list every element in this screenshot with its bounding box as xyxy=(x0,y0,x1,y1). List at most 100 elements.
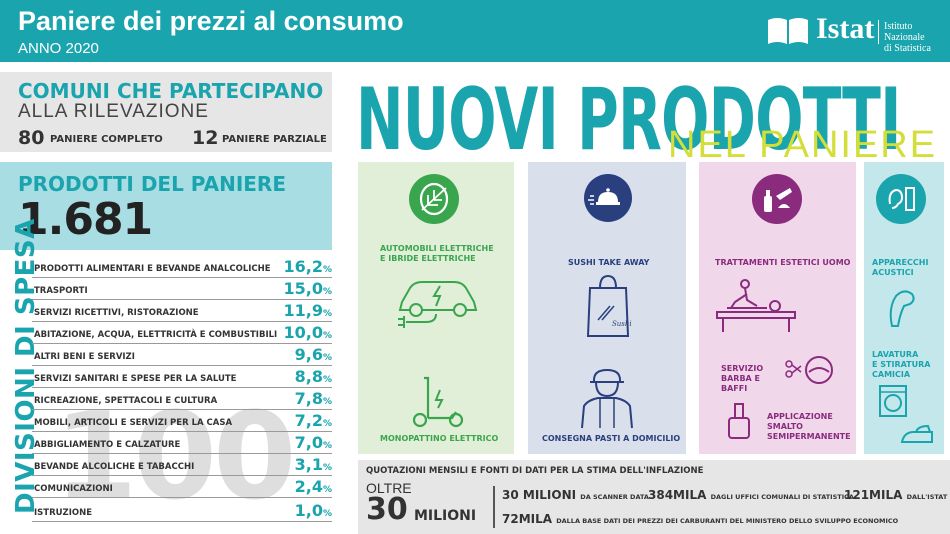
hearing-icon xyxy=(876,174,926,224)
percent-sign: % xyxy=(322,331,332,341)
prodotti-count: 1.681 xyxy=(18,194,153,245)
division-row: ISTRUZIONE 1,0% xyxy=(32,500,332,522)
caption-delivery: CONSEGNA PASTI A DOMICILIO xyxy=(542,434,681,443)
division-label: MOBILI, ARTICOLI E SERVIZI PER LA CASA xyxy=(34,418,233,428)
division-row: SERVIZI RICETTIVI, RISTORAZIONE 11,9% xyxy=(32,300,332,322)
caption-line: ACUSTICI xyxy=(872,268,914,277)
division-row: BEVANDE ALCOLICHE E TABACCHI 3,1% xyxy=(32,454,332,476)
page-subtitle: ANNO 2020 xyxy=(18,40,99,57)
column-green: AUTOMOBILI ELETTRICHE E IBRIDE ELETTRICH… xyxy=(358,162,514,454)
division-value: 8,8% xyxy=(295,367,332,386)
source-value: 384MILA xyxy=(648,488,707,502)
division-label: ABBIGLIAMENTO E CALZATURE xyxy=(34,440,181,450)
partial-count: 12 xyxy=(192,127,219,149)
caption-scooter: MONOPATTINO ELETTRICO xyxy=(380,434,499,443)
percent-sign: % xyxy=(322,375,332,385)
division-label: BEVANDE ALCOLICHE E TABACCHI xyxy=(34,462,195,472)
logo-institute-line1: Istituto Nazionale xyxy=(884,21,925,43)
caption-line: APPLICAZIONE xyxy=(767,412,833,421)
caption-line: BARBA E BAFFI xyxy=(721,374,760,393)
division-label: PRODOTTI ALIMENTARI E BEVANDE ANALCOLICH… xyxy=(34,264,271,274)
percent-sign: % xyxy=(322,287,332,297)
caption-lavatura: LAVATURA E STIRATURA CAMICIA xyxy=(872,350,942,380)
page-title: Paniere dei prezzi al consumo xyxy=(18,6,404,36)
division-value: 2,4% xyxy=(295,477,332,496)
logo-institute-line2: di Statistica xyxy=(884,43,931,54)
logo-wordmark: Istat xyxy=(816,12,875,45)
big-unit: MILIONI xyxy=(414,508,477,524)
logo-institute: Istituto Nazionale di Statistica xyxy=(884,21,944,54)
nail-polish-icon xyxy=(728,403,750,439)
division-number: 15,0 xyxy=(283,279,323,298)
division-value: 7,0% xyxy=(295,433,332,452)
percent-sign: % xyxy=(322,397,332,407)
caption-line: SEMIPERMANENTE xyxy=(767,432,851,441)
division-label: ABITAZIONE, ACQUA, ELETTRICITÀ E COMBUST… xyxy=(34,330,278,340)
cosmetics-icon xyxy=(752,174,802,224)
caption-sushi: SUSHI TAKE AWAY xyxy=(568,258,650,267)
percent-sign: % xyxy=(322,265,332,275)
caption-line: LAVATURA xyxy=(872,350,919,359)
column-blue: SUSHI TAKE AWAY Sushi CONSEGNA PASTI A D… xyxy=(528,162,686,454)
washing-machine-icon xyxy=(879,385,907,417)
comuni-subtitle: ALLA RILEVAZIONE xyxy=(18,101,209,122)
percent-sign: % xyxy=(322,441,332,451)
caption-line: SMALTO xyxy=(767,422,803,431)
caption-line: AUTOMOBILI ELETTRICHE xyxy=(380,244,494,253)
percent-sign: % xyxy=(322,309,332,319)
massage-icon xyxy=(716,279,796,332)
nel-paniere-subtitle: NEL PANIERE xyxy=(668,124,938,166)
division-label: TRASPORTI xyxy=(34,286,88,296)
division-label: RICREAZIONE, SPETTACOLI E CULTURA xyxy=(34,396,218,406)
caption-acustici: APPARECCHI ACUSTICI xyxy=(872,258,942,278)
caption-line: E IBRIDE ELETTRICHE xyxy=(380,254,476,263)
division-label: SERVIZI RICETTIVI, RISTORAZIONE xyxy=(34,308,199,318)
hearing-aid-icon xyxy=(889,290,915,327)
caption-barba: SERVIZIO BARBA E BAFFI xyxy=(721,364,781,394)
quotazioni-box: QUOTAZIONI MENSILI E FONTI DI DATI PER L… xyxy=(358,460,950,534)
source-value: 121MILA xyxy=(844,488,903,502)
division-label: COMUNICAZIONI xyxy=(34,484,113,494)
bag-label: Sushi xyxy=(612,320,632,328)
division-row: PRODOTTI ALIMENTARI E BEVANDE ANALCOLICH… xyxy=(32,256,332,278)
division-row: TRASPORTI 15,0% xyxy=(32,278,332,300)
quotazioni-heading: QUOTAZIONI MENSILI E FONTI DI DATI PER L… xyxy=(366,466,704,476)
source-label: DA SCANNER DATA xyxy=(580,493,649,501)
division-value: 7,2% xyxy=(295,411,332,430)
source-scanner: 30 MILIONI DA SCANNER DATA xyxy=(502,488,649,502)
division-row: ALTRI BENI E SERVIZI 9,6% xyxy=(32,344,332,366)
division-value: 9,6% xyxy=(295,345,332,364)
division-number: 8,8 xyxy=(294,367,323,386)
division-value: 11,9% xyxy=(283,301,332,320)
leaf-icon xyxy=(409,174,459,224)
division-value: 7,8% xyxy=(295,389,332,408)
source-carburanti: 72MILA DALLA BASE DATI DEI PREZZI DEI CA… xyxy=(502,512,898,526)
book-icon xyxy=(768,18,808,44)
divider xyxy=(493,486,495,528)
percent-sign: % xyxy=(322,485,332,495)
comuni-title: COMUNI CHE PARTECIPANO xyxy=(18,79,324,103)
division-row: ABITAZIONE, ACQUA, ELETTRICITÀ E COMBUST… xyxy=(32,322,332,344)
source-istat: 121MILA DALL'ISTAT xyxy=(844,488,947,502)
source-comuni: 384MILA DAGLI UFFICI COMUNALI DI STATIST… xyxy=(648,488,854,502)
caption-line: CAMICIA xyxy=(872,370,911,379)
complete-label: PANIERE COMPLETO xyxy=(50,134,163,145)
division-row: SERVIZI SANITARI E SPESE PER LA SALUTE 8… xyxy=(32,366,332,388)
prodotti-box: PRODOTTI DEL PANIERE 1.681 xyxy=(0,162,332,250)
caption-line: APPARECCHI xyxy=(872,258,929,267)
division-number: 11,9 xyxy=(283,301,323,320)
division-number: 1,0 xyxy=(294,501,323,520)
division-value: 15,0% xyxy=(283,279,332,298)
column-purple: TRATTAMENTI ESTETICI UOMO SERVIZIO BARBA… xyxy=(699,162,856,454)
logo-divider xyxy=(878,20,879,44)
partial-label: PANIERE PARZIALE xyxy=(222,134,327,145)
percent-sign: % xyxy=(322,509,332,519)
total-hundred: 100 xyxy=(54,388,296,527)
nuovi-prodotti-title: NUOVI PRODOTTI xyxy=(356,70,901,170)
electric-car-icon xyxy=(398,281,478,328)
division-number: 9,6 xyxy=(294,345,323,364)
caption-smalto: APPLICAZIONE SMALTO SEMIPERMANENTE xyxy=(767,412,853,442)
division-row: ABBIGLIAMENTO E CALZATURE 7,0% xyxy=(32,432,332,454)
caption-electric-cars: AUTOMOBILI ELETTRICHE E IBRIDE ELETTRICH… xyxy=(380,244,510,264)
prodotti-title: PRODOTTI DEL PANIERE xyxy=(18,172,286,196)
